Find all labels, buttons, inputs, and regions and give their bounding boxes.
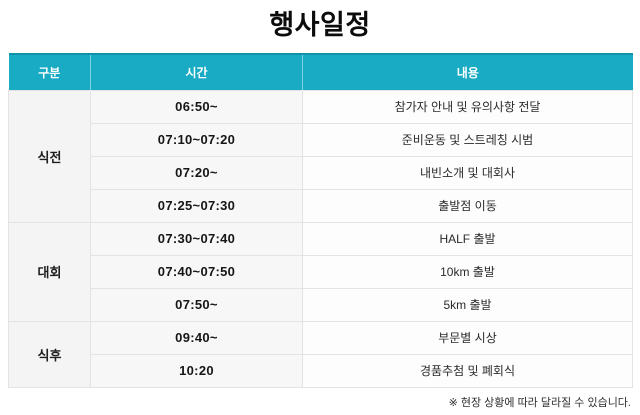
schedule-row: 07:10~07:20 준비운동 및 스트레칭 시범 [9,122,633,157]
content-cell: 부문별 시상 [302,320,633,355]
content-cell: 5km 출발 [302,287,633,322]
header-row: 구분 시간 내용 [8,53,633,90]
content-cell: HALF 출발 [302,221,633,256]
schedule-row: 07:50~ 5km 출발 [9,287,633,322]
schedule-row: 07:40~07:50 10km 출발 [9,254,633,289]
time-cell: 10:20 [90,353,303,388]
group-label: 식전 [8,89,91,223]
schedule-table: 구분 시간 내용 식전 06:50~ 참가자 안내 및 유의사항 전달 07:10~0… [8,53,633,388]
time-cell: 07:40~07:50 [90,254,303,289]
schedule-body: 식전 06:50~ 참가자 안내 및 유의사항 전달 07:10~07:20 준비운동 … [8,89,633,388]
schedule-row: 07:25~07:30 출발점 이동 [9,188,633,223]
header-time: 시간 [90,53,303,90]
content-cell: 참가자 안내 및 유의사항 전달 [302,89,633,124]
footnote: ※ 현장 상황에 따라 달라질 수 있습니다. [448,397,631,409]
content-cell: 10km 출발 [302,254,633,289]
page-title: 행사일정 [269,10,371,40]
time-cell: 09:40~ [90,320,303,355]
schedule-row: 10:20 경품추첨 및 폐회식 [9,353,633,388]
schedule-row: 식후 09:40~ 부문별 시상 [8,320,633,388]
time-cell: 07:20~ [90,155,303,190]
header-category: 구분 [8,53,91,90]
content-cell: 출발점 이동 [302,188,633,223]
header-content: 내용 [302,53,633,90]
content-cell: 내빈소개 및 대회사 [302,155,633,190]
time-cell: 07:10~07:20 [90,122,303,157]
schedule-row: 식전 06:50~ 참가자 안내 및 유의사항 전달 [8,89,633,223]
time-cell: 06:50~ [90,89,303,124]
group-label: 대회 [8,221,91,322]
group-label: 식후 [8,320,91,388]
time-cell: 07:25~07:30 [90,188,303,223]
content-cell: 경품추첨 및 폐회식 [302,353,633,388]
schedule-row: 대회 07:30~07:40 HALF 출발 [8,221,633,322]
time-cell: 07:30~07:40 [90,221,303,256]
content-cell: 준비운동 및 스트레칭 시범 [302,122,633,157]
schedule-row: 07:20~ 내빈소개 및 대회사 [9,155,633,190]
time-cell: 07:50~ [90,287,303,322]
